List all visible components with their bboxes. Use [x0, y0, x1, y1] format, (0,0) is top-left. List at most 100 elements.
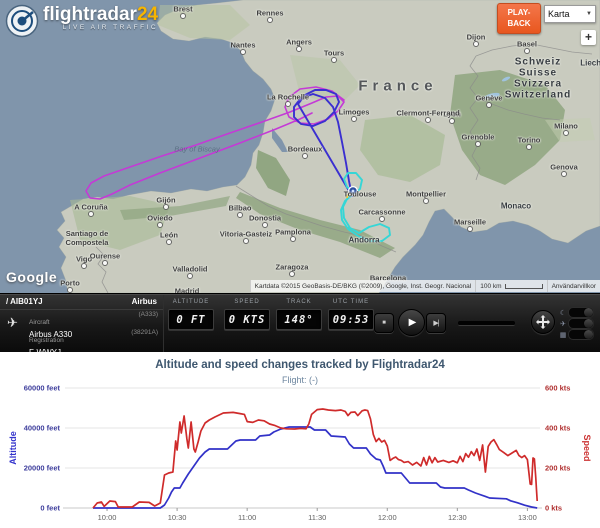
- manufacturer: Airbus: [131, 297, 157, 306]
- aircraft-icon: ✈: [7, 315, 18, 330]
- night-mode-toggle[interactable]: [568, 307, 594, 318]
- stop-button[interactable]: ■: [374, 313, 394, 333]
- map-type-value: Karta: [548, 9, 570, 19]
- zoom-in-button[interactable]: +: [581, 30, 596, 45]
- aircraft-type-code: (A333): [138, 311, 158, 318]
- aircraft-label: Aircraft: [29, 319, 50, 326]
- terrain-central-france: [290, 55, 360, 105]
- toggle-knob: [584, 330, 593, 339]
- x-axis-tick: 10:00: [98, 513, 117, 522]
- track-display-value: 148°: [276, 309, 322, 330]
- terrain-pyrenees: [236, 192, 395, 258]
- terrain-cantabrian: [120, 196, 230, 220]
- x-axis-tick: 11:30: [308, 513, 326, 522]
- y-axis-tick-right: 200 kts: [545, 464, 570, 473]
- map-attribution-text: Kartdata ©2015 GeoBasis-DE/BKG (©2009), …: [249, 280, 476, 292]
- toggle-knob: [584, 319, 593, 328]
- moon-icon: ☾: [559, 309, 567, 317]
- map-scale: 100 km: [475, 280, 547, 292]
- flight-path-selected-aircraft-trail: [340, 172, 391, 242]
- aircraft-row: (A333) Aircraft Airbus A330: [29, 311, 158, 339]
- altitude-display-value: 0 FT: [168, 309, 214, 330]
- terms-link[interactable]: Användarvillkor: [551, 282, 596, 290]
- series-speed: [92, 408, 539, 509]
- flightradar24-logo: flightradar24 LIVE AIR TRAFFIC: [5, 4, 158, 38]
- stop-icon: ■: [382, 320, 386, 326]
- y-axis-tick-left: 20000 feet: [24, 464, 61, 473]
- playback-control-bar: / AIB01YJ Airbus ✈ (A333) Aircraft Airbu…: [0, 293, 600, 357]
- series-altitude: [93, 426, 538, 509]
- track-display-label: TRACK: [286, 299, 312, 305]
- map-type-dropdown[interactable]: Karta ▼: [544, 5, 596, 23]
- y-axis-tick-right: 0 kts: [545, 504, 562, 513]
- y-axis-title-right: Speed: [582, 434, 592, 461]
- logo-accent-text: 24: [136, 4, 159, 25]
- x-axis-tick: 11:00: [238, 513, 256, 522]
- crosshair-icon: [536, 315, 550, 329]
- map-attribution-bar: Kartdata ©2015 GeoBasis-DE/BKG (©2009), …: [249, 280, 600, 292]
- flight-path-outbound-track: [293, 89, 353, 197]
- play-icon: ▶: [408, 317, 417, 328]
- registration-label: Registration: [29, 337, 64, 344]
- logo-tagline: LIVE AIR TRAFFIC: [62, 24, 159, 31]
- scale-bar: [504, 283, 543, 289]
- flight-path-bay-loop-track: [85, 86, 345, 200]
- plane-icon: ✈: [560, 320, 566, 328]
- y-axis-tick-right: 400 kts: [545, 424, 570, 433]
- flight-id: / AIB01YJ: [6, 297, 43, 306]
- y-axis-title-left: Altitude: [8, 431, 18, 465]
- view-toggles: ☾ ✈ ▦: [558, 307, 594, 341]
- speed-display: SPEED 0 KTS: [224, 299, 270, 330]
- step-forward-button[interactable]: ▶|: [426, 313, 446, 333]
- chart-icon: ▦: [559, 331, 567, 339]
- playback-button[interactable]: PLAY-BACK: [497, 3, 541, 34]
- play-button[interactable]: ▶: [398, 309, 425, 336]
- map-canvas[interactable]: France Schweiz Suisse Svizzera Switzerland Ba…: [0, 0, 600, 293]
- flight-header: / AIB01YJ Airbus: [0, 295, 163, 310]
- chart-title: Altitude and speed changes tracked by Fl…: [155, 359, 445, 371]
- x-axis-tick: 13:00: [518, 513, 537, 522]
- google-logo: Google: [6, 269, 58, 285]
- chart-panel: Altitude and speed changes tracked by Fl…: [0, 352, 600, 528]
- utc-time-display: UTC TIME 09:53: [328, 299, 374, 330]
- step-forward-icon: ▶|: [433, 320, 439, 327]
- speed-display-label: SPEED: [234, 299, 260, 305]
- y-axis-tick-left: 0 feet: [40, 504, 60, 513]
- aircraft-labels-toggle[interactable]: [568, 318, 594, 329]
- utc-time-display-value: 09:53: [328, 309, 374, 330]
- gironde-estuary: [272, 128, 288, 152]
- terrain-massif-central: [360, 115, 445, 182]
- progress-slider[interactable]: [458, 321, 515, 326]
- flight-info-panel: / AIB01YJ Airbus ✈ (A333) Aircraft Airbu…: [0, 295, 164, 357]
- aircraft-marker[interactable]: [346, 185, 359, 199]
- x-axis-tick: 10:30: [168, 513, 187, 522]
- terrain-po-valley: [545, 118, 595, 142]
- registration-code: (38291A): [131, 329, 158, 336]
- utc-time-display-label: UTC TIME: [332, 299, 370, 305]
- map-graphics: [56, 0, 600, 293]
- y-axis-tick-right: 600 kts: [545, 384, 570, 393]
- chevron-down-icon: ▼: [586, 11, 592, 17]
- logo-wordmark: flightradar24: [43, 4, 158, 26]
- chart-plot: 0 feet 20000 feet 40000 feet 60000 feet 0 kt…: [8, 384, 592, 523]
- track-display: TRACK 148°: [276, 299, 322, 330]
- aircraft-dot-core: [351, 189, 355, 193]
- toggle-knob: [584, 308, 593, 317]
- speed-display-value: 0 KTS: [224, 309, 270, 330]
- y-axis-tick-left: 40000 feet: [24, 424, 61, 433]
- flight-paths-layer: [85, 86, 391, 242]
- lake-geneva: [484, 92, 500, 100]
- x-axis-tick: 12:00: [378, 513, 397, 522]
- altitude-graph-toggle[interactable]: [568, 329, 594, 340]
- recenter-button[interactable]: [531, 310, 555, 334]
- scale-label: 100 km: [480, 282, 502, 290]
- y-axis-tick-left: 60000 feet: [24, 384, 61, 393]
- altitude-display-label: ALTITUDE: [172, 299, 210, 305]
- aircraft-name: Airbus A330: [29, 330, 73, 339]
- radar-icon: [5, 4, 39, 38]
- altitude-display: ALTITUDE 0 FT: [168, 299, 214, 330]
- lake-neuchatel: [501, 76, 511, 82]
- chart-subtitle: Flight: (-): [282, 375, 318, 385]
- terrain-landes: [256, 150, 290, 196]
